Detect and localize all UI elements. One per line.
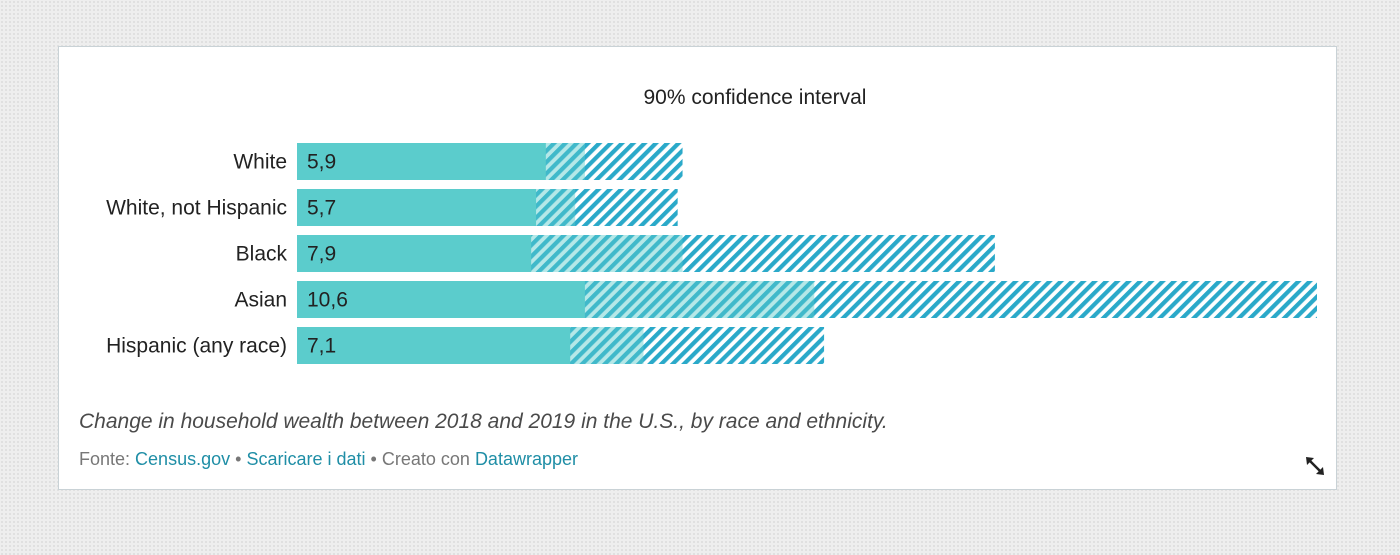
created-with-label: Creato con: [381, 449, 470, 469]
datawrapper-link[interactable]: Datawrapper: [474, 449, 578, 469]
ci-legend-title: 90% confidence interval: [643, 86, 867, 109]
ci-bar: [545, 143, 683, 180]
value-bar: [297, 143, 585, 180]
bar-chart: White 5,9 White, not Hispanic 5,7 Black 7,9 As…: [106, 143, 1317, 364]
category-label: Black: [236, 243, 288, 266]
separator: •: [370, 449, 377, 469]
category-label: White, not Hispanic: [106, 197, 287, 220]
category-label: White: [233, 151, 287, 174]
chart-card: White 5,9 White, not Hispanic 5,7 Black 7,9 As…: [58, 46, 1337, 490]
ci-overlap: [531, 235, 683, 272]
separator: •: [235, 449, 242, 469]
ci-overlap: [536, 189, 576, 226]
ci-bar: [584, 281, 1317, 318]
ci-overlap: [570, 327, 644, 364]
ci-overlap: [545, 143, 585, 180]
source-prefix: Fonte:: [79, 449, 131, 469]
source-link[interactable]: Census.gov: [135, 449, 231, 469]
ci-bar: [570, 327, 825, 364]
value-label: 5,7: [307, 197, 336, 220]
value-bar: [297, 189, 576, 226]
category-label: Hispanic (any race): [106, 335, 287, 358]
ci-overlap: [584, 281, 815, 318]
value-label: 7,9: [307, 243, 336, 266]
download-data-link[interactable]: Scaricare i dati: [246, 449, 366, 469]
chart-caption: Change in household wealth between 2018 …: [79, 410, 888, 433]
ci-bar: [536, 189, 678, 226]
value-label: 5,9: [307, 151, 336, 174]
expand-arrows-icon[interactable]: [1304, 455, 1326, 477]
value-label: 10,6: [307, 289, 348, 312]
category-label: Asian: [234, 289, 287, 312]
ci-bar: [531, 235, 995, 272]
chart-footer: Fonte: Census.gov • Scaricare i dati • C…: [79, 449, 578, 470]
value-label: 7,1: [307, 335, 336, 358]
